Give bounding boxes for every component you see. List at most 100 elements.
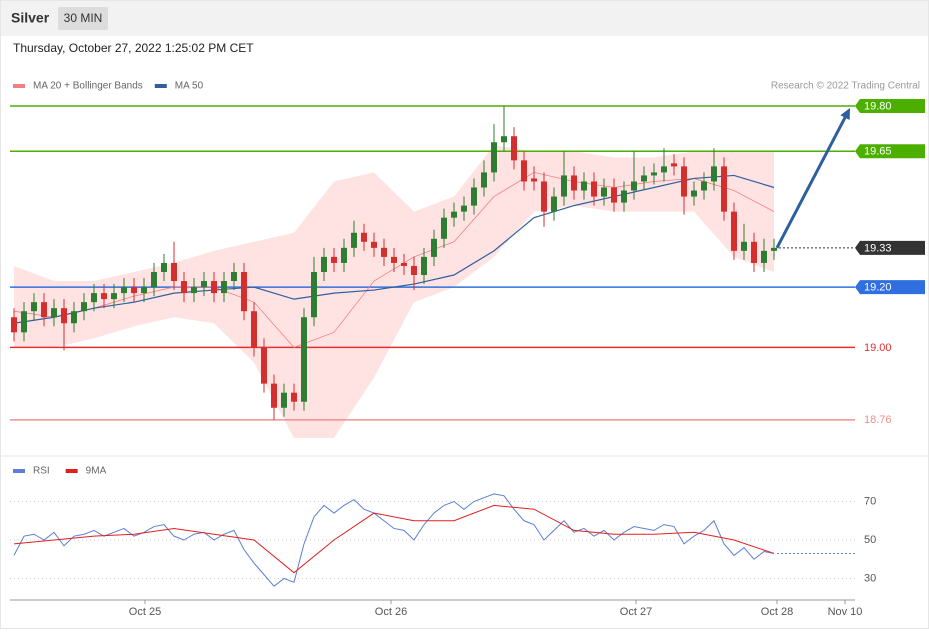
candle-body bbox=[81, 302, 87, 312]
candle-body bbox=[641, 175, 647, 182]
candle-body bbox=[191, 287, 197, 294]
candle-body bbox=[561, 175, 567, 197]
level-tag bbox=[855, 240, 925, 255]
source: Research © 2022 Trading Central bbox=[771, 81, 920, 92]
candle-body bbox=[521, 160, 527, 182]
candle-body bbox=[121, 287, 127, 294]
candle-body bbox=[601, 187, 607, 197]
candle-body bbox=[231, 271, 237, 282]
candle-body bbox=[431, 238, 437, 257]
candle-body bbox=[301, 317, 307, 402]
subtitle: Thursday, October 27, 2022 1:25:02 PM CE… bbox=[13, 41, 254, 55]
candle-body bbox=[681, 166, 687, 197]
candle-body bbox=[41, 302, 47, 318]
candle-body bbox=[311, 271, 317, 318]
ma-line bbox=[13, 174, 775, 324]
level-label: 19.00 bbox=[864, 342, 892, 354]
legend-label: MA 50 bbox=[175, 81, 204, 92]
candle-body bbox=[181, 281, 187, 294]
candle-body bbox=[701, 181, 707, 191]
projection-arrow bbox=[775, 114, 848, 249]
candle-body bbox=[381, 247, 387, 257]
candle-body bbox=[51, 308, 57, 318]
level-tag bbox=[855, 99, 925, 114]
candle-body bbox=[271, 383, 277, 408]
arrow-head bbox=[840, 108, 850, 121]
level-label: 19.20 bbox=[864, 281, 892, 293]
candle-body bbox=[421, 256, 427, 275]
level-label: 19.80 bbox=[864, 100, 892, 112]
indicator-line bbox=[13, 504, 775, 574]
candle-body bbox=[391, 256, 397, 263]
candle-body bbox=[531, 178, 537, 182]
candle-body bbox=[711, 166, 717, 182]
candle-body bbox=[361, 232, 367, 242]
level-tag bbox=[855, 144, 925, 159]
candle-body bbox=[91, 293, 97, 303]
candle-body bbox=[281, 392, 287, 408]
timeframe-badge[interactable] bbox=[58, 7, 108, 30]
candle-body bbox=[141, 287, 147, 294]
chart-title: Silver bbox=[11, 10, 50, 26]
x-tick-label: Oct 28 bbox=[761, 606, 793, 618]
y-tick-label: 30 bbox=[864, 572, 876, 584]
candle-body bbox=[201, 281, 207, 288]
candle-body bbox=[401, 262, 407, 266]
candle-body bbox=[111, 293, 117, 300]
candle-body bbox=[411, 265, 417, 275]
candle-body bbox=[751, 241, 757, 263]
candle-body bbox=[211, 281, 217, 294]
legend-label: 9MA bbox=[86, 466, 107, 477]
legend-swatch bbox=[65, 469, 78, 473]
header-bar bbox=[0, 0, 929, 36]
legend-swatch bbox=[154, 84, 167, 88]
candle-body bbox=[291, 392, 297, 402]
candle-body bbox=[771, 247, 777, 251]
x-tick-label: Oct 27 bbox=[620, 606, 652, 618]
candle-body bbox=[721, 166, 727, 212]
candle-body bbox=[471, 187, 477, 206]
candle-body bbox=[661, 166, 667, 173]
candle-body bbox=[71, 311, 77, 324]
candle-body bbox=[581, 181, 587, 191]
candle-body bbox=[551, 196, 557, 212]
x-tick-label: Oct 25 bbox=[129, 606, 161, 618]
candle-body bbox=[261, 347, 267, 384]
candle-body bbox=[251, 311, 257, 348]
level-label: 19.65 bbox=[864, 146, 892, 158]
candle-body bbox=[341, 247, 347, 263]
candle-body bbox=[31, 302, 37, 312]
candle-body bbox=[441, 217, 447, 239]
candle-body bbox=[481, 172, 487, 188]
candle-body bbox=[741, 241, 747, 251]
candle-body bbox=[151, 271, 157, 288]
candle-body bbox=[21, 311, 27, 333]
candle-body bbox=[591, 181, 597, 197]
candle-body bbox=[571, 175, 577, 191]
level-label: 18.76 bbox=[864, 414, 892, 426]
x-tick-label: Oct 26 bbox=[375, 606, 407, 618]
candle-body bbox=[511, 136, 517, 161]
candle-body bbox=[331, 256, 337, 263]
candle-body bbox=[321, 256, 327, 272]
candle-body bbox=[11, 317, 17, 333]
candle-body bbox=[61, 308, 67, 324]
candle-body bbox=[731, 211, 737, 251]
candle-body bbox=[631, 181, 637, 191]
candle-body bbox=[651, 172, 657, 176]
candle-body bbox=[241, 271, 247, 312]
candle-body bbox=[761, 250, 767, 263]
candle-body bbox=[671, 163, 677, 167]
candle-body bbox=[501, 136, 507, 143]
candle-body bbox=[621, 190, 627, 203]
y-tick-label: 50 bbox=[864, 534, 876, 546]
candle-body bbox=[461, 205, 467, 212]
timeframe[interactable]: 30 MIN bbox=[64, 11, 103, 25]
candle-body bbox=[171, 262, 177, 282]
candle-body bbox=[221, 281, 227, 294]
legend-label: RSI bbox=[33, 466, 50, 477]
candle-body bbox=[691, 190, 697, 197]
x-tick-label: Nov 10 bbox=[828, 606, 863, 618]
legend-swatch bbox=[13, 84, 25, 88]
